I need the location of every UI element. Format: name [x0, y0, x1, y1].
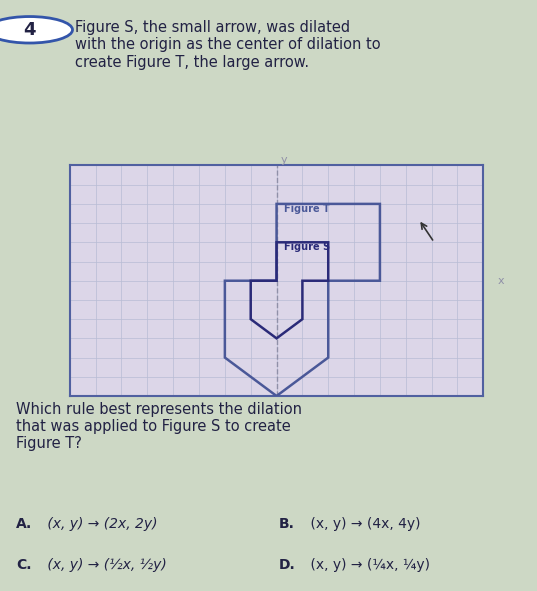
Text: B.: B.: [279, 517, 295, 531]
Text: Figure S, the small arrow, was dilated
with the origin as the center of dilation: Figure S, the small arrow, was dilated w…: [75, 20, 381, 70]
Text: (x, y) → (2x, 2y): (x, y) → (2x, 2y): [43, 517, 157, 531]
Text: (x, y) → (4x, 4y): (x, y) → (4x, 4y): [306, 517, 420, 531]
Text: A.: A.: [16, 517, 32, 531]
Text: y: y: [281, 155, 288, 165]
Circle shape: [0, 17, 72, 43]
Text: Which rule best represents the dilation
that was applied to Figure S to create
F: Which rule best represents the dilation …: [16, 402, 302, 452]
Text: (x, y) → (¼x, ¼y): (x, y) → (¼x, ¼y): [306, 558, 430, 572]
Text: Figure S: Figure S: [284, 242, 330, 252]
Text: Figure T: Figure T: [284, 203, 330, 213]
Text: x: x: [498, 276, 505, 285]
Text: D.: D.: [279, 558, 296, 572]
Text: C.: C.: [16, 558, 32, 572]
Text: (x, y) → (½x, ½y): (x, y) → (½x, ½y): [43, 558, 166, 572]
Text: 4: 4: [23, 21, 36, 39]
